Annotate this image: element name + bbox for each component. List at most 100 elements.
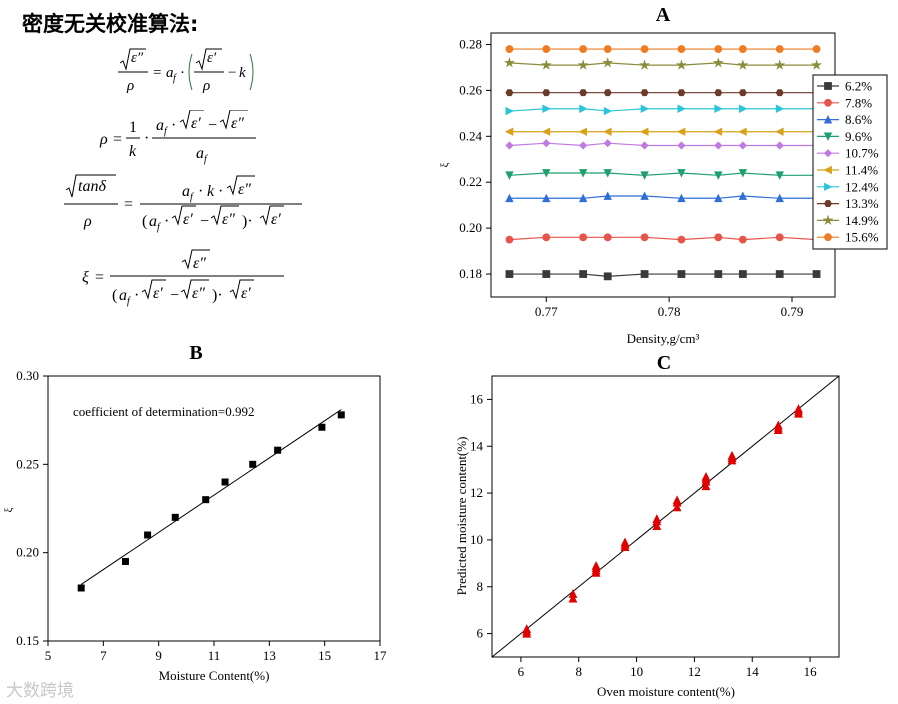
chart-a-point (714, 233, 723, 242)
chart-a-series-line (509, 236, 817, 241)
chart-c-xtick-label: 6 (518, 664, 525, 679)
chart-a-point (812, 45, 821, 53)
svg-text:ε′: ε′ (271, 211, 281, 228)
svg-text:1: 1 (129, 119, 137, 136)
chart-a-point (775, 45, 784, 53)
chart-a-point (504, 127, 514, 136)
chart-a-point (775, 141, 784, 150)
chart-a-point (640, 171, 649, 180)
svg-text:ξ: ξ (82, 269, 89, 286)
svg-text:·: · (218, 183, 223, 200)
chart-c-ylabel: Predicted moisture content(%) (454, 437, 469, 596)
chart-a-point (677, 89, 686, 97)
svg-text:f: f (127, 296, 131, 307)
svg-text:a: a (119, 287, 127, 304)
svg-text:a: a (149, 213, 157, 230)
chart-a-point (540, 59, 552, 70)
chart-a-point (738, 45, 747, 53)
chart-a-point (505, 141, 514, 150)
chart-a-point (714, 89, 723, 97)
svg-text:ε″: ε″ (131, 50, 144, 66)
chart-a-point (712, 57, 724, 68)
svg-text:f: f (190, 192, 194, 203)
chart-c-point (727, 450, 737, 460)
chart-b-xtick-label: 17 (374, 648, 388, 663)
chart-b-ytick-label: 0.30 (16, 368, 39, 383)
svg-text:a: a (196, 145, 204, 162)
chart-a-point (714, 270, 723, 278)
chart-a-series-line (509, 142, 817, 147)
chart-a-legend-marker (824, 98, 832, 107)
chart-a-legend-label: 11.4% (845, 163, 878, 178)
chart-a-point (675, 59, 687, 70)
chart-b-annotation: coefficient of determination=0.992 (73, 404, 254, 419)
svg-text:·: · (180, 65, 185, 81)
svg-text:ε″: ε″ (231, 115, 244, 132)
svg-text:ρ: ρ (202, 78, 210, 94)
chart-c-point (568, 589, 578, 598)
svg-text:f: f (173, 73, 177, 84)
svg-text:ε″: ε″ (192, 285, 205, 302)
svg-text:ε″: ε″ (222, 211, 235, 228)
chart-a-point (775, 89, 784, 97)
chart-a-point (542, 139, 551, 148)
chart-a-point (542, 193, 551, 203)
chart-a-legend-marker (822, 214, 834, 226)
chart-c-xtick-label: 14 (746, 664, 760, 679)
chart-a-legend-label: 6.2% (845, 79, 872, 94)
svg-text:k: k (239, 65, 246, 81)
svg-text:=: = (153, 65, 161, 81)
chart-a-ytick-label: 0.22 (459, 174, 482, 189)
chart-a-point (505, 235, 514, 244)
svg-text:ε′: ε′ (191, 115, 201, 132)
chart-a-panel-label: A (656, 4, 671, 26)
chart-a-point (738, 127, 747, 136)
chart-a-ytick-label: 0.24 (459, 128, 482, 143)
chart-a-ytick-label: 0.18 (459, 266, 482, 281)
svg-text:a: a (156, 117, 164, 134)
chart-a-point (714, 45, 723, 53)
chart-a-point (542, 45, 551, 53)
chart-a-point (640, 191, 649, 200)
chart-a-legend-marker (824, 82, 832, 90)
svg-text:k: k (207, 183, 215, 200)
chart-a-point (603, 272, 612, 281)
chart-c-ytick-label: 10 (470, 532, 483, 547)
svg-text:a: a (166, 65, 174, 81)
chart-b-xtick-label: 15 (318, 648, 331, 663)
chart-a-legend-label: 10.7% (845, 146, 879, 161)
chart-b-point (77, 584, 85, 592)
chart-a-point (579, 270, 588, 278)
svg-text:−: − (208, 117, 217, 134)
chart-a-point (503, 57, 515, 68)
chart-a-point (640, 104, 650, 113)
chart-a-point (603, 139, 612, 148)
chart-b-xtick-label: 9 (155, 648, 162, 663)
chart-c-ytick-label: 14 (470, 438, 484, 453)
chart-a-legend-marker (824, 200, 832, 208)
svg-text:)·: )· (212, 287, 223, 304)
svg-text:ε′: ε′ (183, 211, 193, 228)
svg-text:f: f (204, 154, 208, 165)
svg-text:·: · (198, 183, 203, 200)
chart-a-point (676, 127, 686, 136)
chart-a-legend-marker (823, 149, 833, 158)
chart-a-xtick-label: 0.77 (535, 304, 558, 319)
chart-c-ytick-label: 8 (477, 579, 484, 594)
chart-a-point (640, 233, 649, 242)
svg-text:−: − (228, 65, 236, 81)
chart-a-point (578, 193, 588, 203)
chart-a-point (738, 235, 747, 244)
chart-a-point (640, 141, 649, 150)
chart-c-point (591, 560, 601, 570)
chart-b-point (121, 558, 129, 565)
chart-a-point (541, 127, 551, 136)
svg-text:f: f (157, 222, 161, 233)
chart-b-xtick-label: 5 (45, 648, 52, 663)
svg-text:f: f (164, 126, 168, 137)
chart-a-point (579, 104, 588, 113)
chart-a-point (738, 104, 748, 113)
chart-a-ytick-label: 0.20 (459, 220, 482, 235)
chart-a-legend-label: 7.8% (845, 95, 872, 110)
